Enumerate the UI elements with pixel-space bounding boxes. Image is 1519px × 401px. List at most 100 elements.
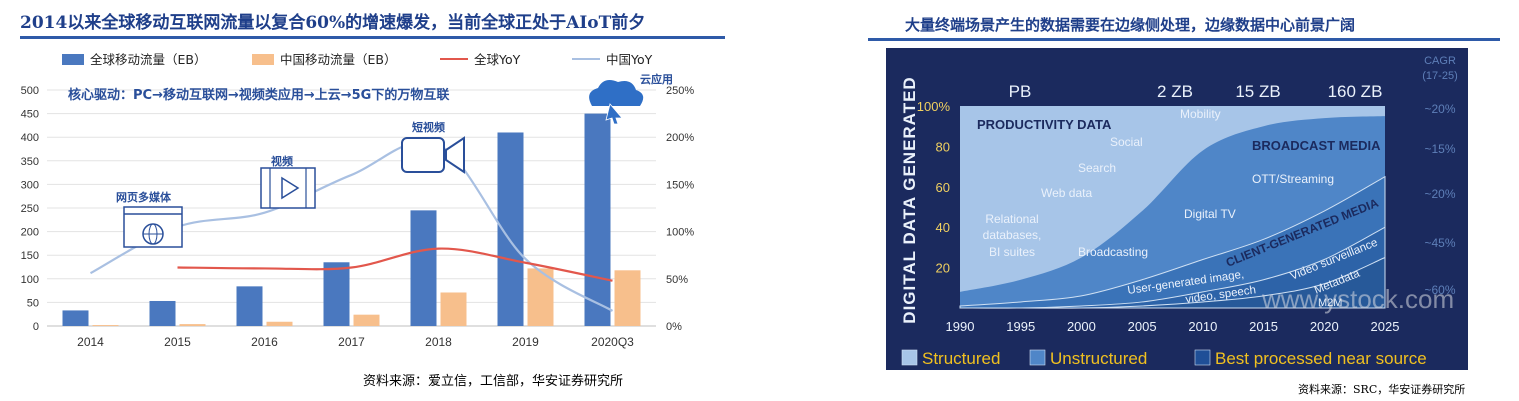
- x-tick-label: 2015: [164, 335, 191, 349]
- global-traffic-bar: [149, 300, 176, 326]
- cagr-value: ~45%: [1424, 236, 1455, 250]
- m2m-area: [959, 256, 1386, 309]
- x-tick-label: 2018: [425, 335, 452, 349]
- china-traffic-bar: [614, 270, 641, 326]
- right-source-note: 资料来源：SRC，华安证券研究所: [1298, 383, 1466, 396]
- legend-label: 中国移动流量（EB）: [280, 52, 396, 67]
- left-chart-title: 2014以来全球移动互联网流量以复合60%的增速爆发，当前全球正处于AIoT前夕: [20, 13, 646, 33]
- china-traffic-bar: [353, 314, 380, 326]
- x-tick-label: 2020Q3: [591, 335, 634, 349]
- region-label: databases,: [983, 228, 1042, 242]
- productivity-title: PRODUCTIVITY DATA: [977, 117, 1112, 132]
- china-traffic-bar: [440, 292, 467, 326]
- x-tick-label: 2010: [1188, 319, 1217, 334]
- x-tick-label: 2025: [1371, 319, 1400, 334]
- broadcast-title: BROADCAST MEDIA: [1252, 138, 1381, 153]
- cloud-app-label: 云应用: [640, 72, 673, 86]
- y-left-tick-label: 100: [21, 274, 39, 286]
- legend-swatch: [1194, 349, 1211, 366]
- x-tick-label: 2017: [338, 335, 365, 349]
- x-tick-label: 2000: [1067, 319, 1096, 334]
- y-left-tick-label: 200: [21, 227, 39, 239]
- region-label: Search: [1078, 161, 1116, 175]
- legend-label: 全球移动流量（EB）: [90, 52, 206, 67]
- right-title-rule: [868, 38, 1500, 41]
- cagr-header: CAGR: [1424, 55, 1456, 67]
- y-tick-label: 80: [936, 139, 950, 154]
- camera-icon: [445, 136, 465, 174]
- region-label: BI suites: [989, 245, 1035, 259]
- y-right-tick-label: 100%: [666, 227, 694, 239]
- legend-swatch: [1029, 349, 1046, 366]
- y-left-tick-label: 150: [21, 250, 39, 262]
- y-tick-label: 60: [936, 180, 950, 195]
- china-traffic-bar: [266, 321, 293, 326]
- global-traffic-bar: [410, 210, 437, 326]
- play-icon: [281, 176, 300, 200]
- global-traffic-bar: [584, 113, 611, 326]
- cagr-value: ~20%: [1424, 102, 1455, 116]
- y-tick-label: 100%: [917, 99, 951, 114]
- legend-swatch: [901, 349, 918, 366]
- x-tick-label: 2015: [1249, 319, 1278, 334]
- y-left-tick-label: 400: [21, 132, 39, 144]
- region-label: OTT/Streaming: [1252, 172, 1334, 186]
- cagr-value: ~20%: [1424, 187, 1455, 201]
- legend-label: Unstructured: [1050, 349, 1147, 368]
- region-label: Broadcasting: [1078, 245, 1148, 259]
- x-tick-label: 2016: [251, 335, 278, 349]
- region-label: Relational: [985, 212, 1038, 226]
- x-tick-label: 2020: [1310, 319, 1339, 334]
- y-right-tick-label: 250%: [666, 85, 694, 97]
- left-title-rule: [20, 36, 725, 39]
- data-volume-label: 2 ZB: [1157, 82, 1193, 101]
- legend-label: Best processed near source: [1215, 349, 1427, 368]
- region-label: Social: [1110, 135, 1143, 149]
- x-tick-label: 2014: [77, 335, 104, 349]
- global-traffic-bar: [62, 310, 89, 326]
- global-yoy-line: [177, 247, 613, 282]
- camera-icon: [401, 137, 445, 173]
- y-right-tick-label: 200%: [666, 132, 694, 144]
- china-traffic-bar: [92, 325, 119, 326]
- legend-swatch: [252, 54, 274, 65]
- y-left-tick-label: 300: [21, 179, 39, 191]
- y-tick-label: 20: [936, 261, 950, 276]
- y-axis-label: DIGITAL DATA GENERATED: [900, 76, 919, 323]
- y-right-tick-label: 0%: [666, 321, 682, 333]
- y-left-tick-label: 350: [21, 156, 39, 168]
- data-volume-label: PB: [1009, 82, 1032, 101]
- left-source-note: 资料来源：爱立信，工信部，华安证券研究所: [363, 374, 624, 389]
- legend-label: Structured: [922, 349, 1000, 368]
- region-label: Web data: [1041, 186, 1092, 200]
- legend-swatch: [62, 54, 84, 65]
- region-label: Mobility: [1180, 107, 1221, 121]
- region-label: Digital TV: [1184, 207, 1236, 221]
- watermark-text: www.ystock.com: [1261, 284, 1454, 314]
- driver-annotation: 核心驱动：PC→移动互联网→视频类应用→上云→5G下的万物互联: [68, 87, 449, 103]
- y-right-tick-label: 150%: [666, 179, 694, 191]
- y-left-tick-label: 450: [21, 109, 39, 121]
- china-traffic-bar: [179, 324, 206, 326]
- legend-label: 全球YoY: [474, 52, 521, 67]
- cursor-icon: [605, 103, 623, 125]
- y-left-tick-label: 0: [33, 321, 39, 333]
- y-right-tick-label: 50%: [666, 274, 688, 286]
- legend-label: 中国YoY: [606, 52, 653, 67]
- cloud-icon: [589, 80, 644, 106]
- cagr-value: ~60%: [1424, 283, 1455, 297]
- data-volume-label: 15 ZB: [1235, 82, 1280, 101]
- short-video-label: 短视频: [412, 120, 445, 134]
- mobile-traffic-chart: 0 50 100 150 200 250 300 350 400 450 500 0% 50% 100% 1…: [21, 52, 695, 349]
- y-left-tick-label: 50: [27, 297, 39, 309]
- y-left-tick-label: 250: [21, 203, 39, 215]
- global-traffic-bar: [236, 286, 263, 326]
- global-traffic-bar: [323, 262, 350, 326]
- y-tick-label: 40: [936, 220, 950, 235]
- video-label: 视频: [271, 154, 293, 168]
- right-chart-title: 大量终端场景产生的数据需要在边缘侧处理，边缘数据中心前景广阔: [905, 16, 1356, 34]
- y-left-tick-label: 500: [21, 85, 39, 97]
- x-tick-label: 1995: [1006, 319, 1035, 334]
- data-volume-label: 160 ZB: [1328, 82, 1383, 101]
